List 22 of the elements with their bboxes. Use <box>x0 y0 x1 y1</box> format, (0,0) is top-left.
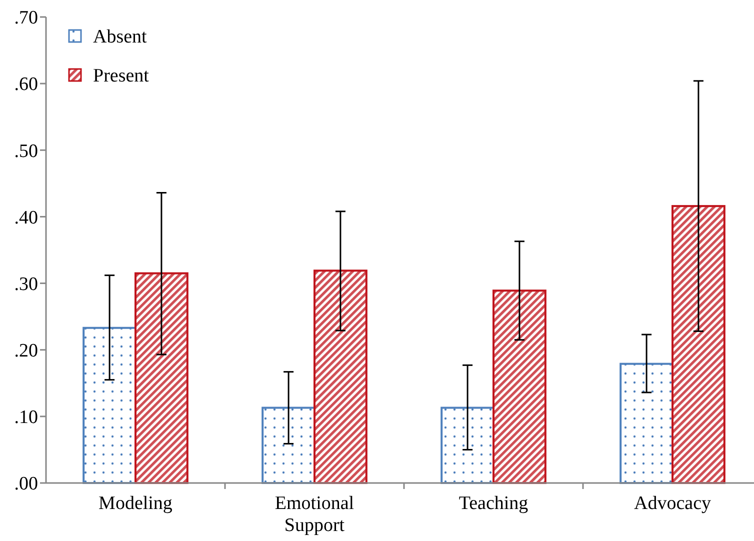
bar <box>262 406 316 484</box>
legend-label: Present <box>93 66 150 87</box>
bar <box>134 272 188 484</box>
bar <box>672 205 726 484</box>
y-tick-label: .60 <box>14 74 38 96</box>
y-tick-label: .30 <box>14 274 38 295</box>
x-tick-label: Teaching <box>458 493 529 514</box>
x-tick-label: Advocacy <box>634 493 712 514</box>
y-tick-label: .10 <box>14 407 38 428</box>
y-tick-label: .00 <box>14 474 38 495</box>
x-tick-label: Modeling <box>98 493 173 514</box>
bar <box>440 406 494 484</box>
y-tick-label: .40 <box>14 207 38 228</box>
bar <box>492 290 546 484</box>
bar <box>82 326 136 484</box>
y-tick-label: .70 <box>14 8 38 29</box>
bar <box>314 270 368 484</box>
legend-label: Absent <box>93 26 148 48</box>
bar <box>620 362 674 484</box>
x-tick-label: Emotional Support <box>274 493 354 536</box>
y-tick-label: .20 <box>14 340 38 362</box>
y-tick-label: .50 <box>14 140 38 162</box>
